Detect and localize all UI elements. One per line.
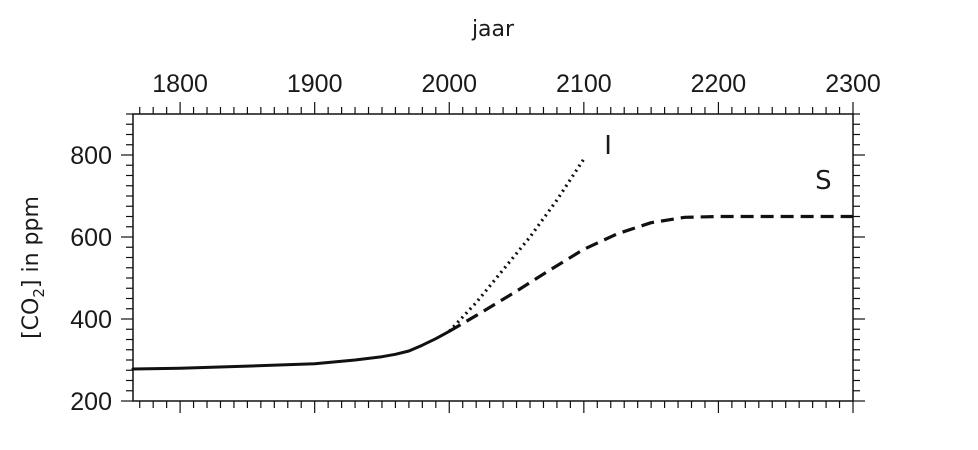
y-axis-title-subscript: 2 <box>30 288 48 298</box>
series-line-s <box>448 214 853 333</box>
series-layer <box>131 158 853 371</box>
y-tick-label: 800 <box>70 142 112 170</box>
y-tick-label: 200 <box>70 388 112 416</box>
x-tick-label: 2300 <box>825 70 881 98</box>
y-axis-title: [CO2] in ppm <box>19 196 48 339</box>
x-tick-label: 2100 <box>556 70 612 98</box>
x-tick-label: 1800 <box>152 70 208 98</box>
y-tick-label: 400 <box>70 306 112 334</box>
series-label-i: I <box>604 131 612 161</box>
x-tick-label: 2200 <box>691 70 747 98</box>
y-axis-title-main: [CO <box>19 298 44 339</box>
y-tick-label: 600 <box>70 224 112 252</box>
series-label-s: S <box>815 166 832 196</box>
series-line-i <box>448 158 586 333</box>
x-tick-label: 2000 <box>421 70 477 98</box>
ticks-layer: 1800 1900 2000 2100 2200 2300 200 400 600 800 <box>70 70 881 416</box>
x-axis-title: jaar <box>471 17 515 42</box>
labels-layer: IS <box>604 131 831 196</box>
y-axis-title-rest: ] in ppm <box>19 196 44 288</box>
series-line-historical <box>131 329 451 371</box>
x-tick-label: 1900 <box>287 70 343 98</box>
plot-frame <box>132 113 854 402</box>
